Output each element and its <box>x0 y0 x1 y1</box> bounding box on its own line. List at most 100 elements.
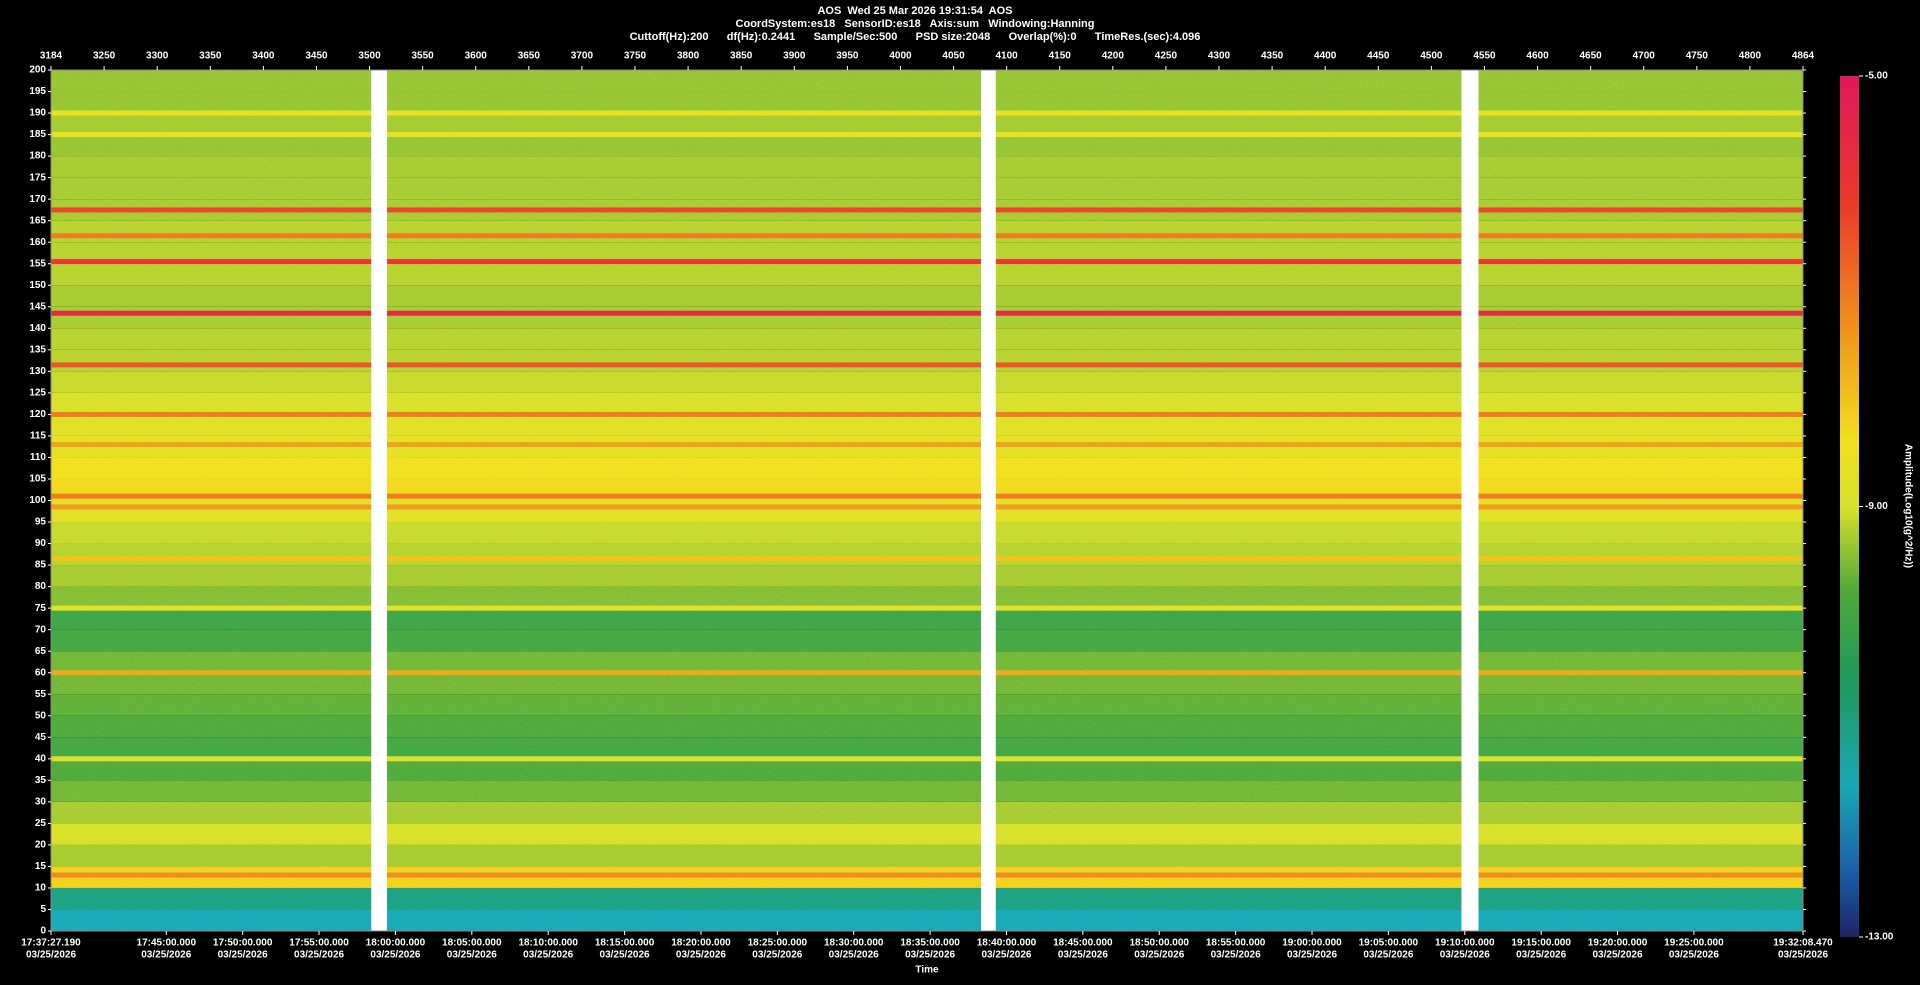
date-tick-label: 03/25/2026 <box>26 950 76 961</box>
top-tick-label: 4100 <box>996 51 1019 62</box>
y-tick-label: 180 <box>29 151 46 162</box>
top-tick-label: 4700 <box>1633 51 1656 62</box>
top-tick-label: 4650 <box>1580 51 1603 62</box>
y-tick-label: 175 <box>29 172 46 183</box>
date-tick-label: 03/25/2026 <box>752 950 802 961</box>
x-axis-label: Time <box>915 965 939 976</box>
top-tick-label: 3600 <box>465 51 488 62</box>
data-gap <box>1461 70 1479 931</box>
date-tick-label: 03/25/2026 <box>981 950 1031 961</box>
colorbar-tick-label: -9.00 <box>1865 501 1888 512</box>
top-tick-label: 4300 <box>1208 51 1231 62</box>
time-tick-label: 18:30:00.000 <box>824 938 884 949</box>
top-tick-label: 3450 <box>305 51 328 62</box>
date-tick-label: 03/25/2026 <box>600 950 650 961</box>
data-gap <box>371 70 388 931</box>
y-tick-label: 125 <box>29 388 46 399</box>
y-tick-label: 30 <box>35 796 47 807</box>
top-tick-label: 3350 <box>199 51 222 62</box>
heatmap <box>51 70 1803 931</box>
y-tick-label: 65 <box>35 646 47 657</box>
y-tick-label: 160 <box>29 237 46 248</box>
date-tick-label: 03/25/2026 <box>1134 950 1184 961</box>
y-tick-label: 145 <box>29 301 46 312</box>
y-tick-label: 190 <box>29 108 46 119</box>
y-tick-label: 165 <box>29 215 46 226</box>
time-tick-label: 18:20:00.000 <box>671 938 731 949</box>
time-tick-label: 18:05:00.000 <box>442 938 502 949</box>
top-tick-label: 4350 <box>1261 51 1284 62</box>
date-tick-label: 03/25/2026 <box>1363 950 1413 961</box>
date-tick-label: 03/25/2026 <box>1211 950 1261 961</box>
date-tick-label: 03/25/2026 <box>1287 950 1337 961</box>
y-tick-label: 155 <box>29 258 46 269</box>
y-tick-label: 85 <box>35 560 47 571</box>
y-tick-label: 40 <box>35 753 47 764</box>
y-tick-label: 135 <box>29 344 46 355</box>
top-tick-label: 4750 <box>1686 51 1709 62</box>
y-tick-label: 0 <box>40 926 46 937</box>
time-tick-label: 18:00:00.000 <box>366 938 426 949</box>
y-tick-label: 60 <box>35 667 47 678</box>
top-tick-label: 4550 <box>1473 51 1496 62</box>
colorbar-tick-label: -5.00 <box>1865 71 1888 82</box>
date-tick-label: 03/25/2026 <box>1669 950 1719 961</box>
date-tick-label: 03/25/2026 <box>1592 950 1642 961</box>
date-tick-label: 03/25/2026 <box>1440 950 1490 961</box>
date-tick-label: 03/25/2026 <box>1516 950 1566 961</box>
y-tick-label: 25 <box>35 818 47 829</box>
time-tick-label: 18:45:00.000 <box>1053 938 1113 949</box>
date-tick-label: 03/25/2026 <box>447 950 497 961</box>
y-tick-label: 100 <box>29 495 46 506</box>
top-tick-label: 4250 <box>1155 51 1178 62</box>
y-tick-label: 10 <box>35 883 47 894</box>
time-tick-label: 17:55:00.000 <box>289 938 349 949</box>
y-tick-label: 90 <box>35 538 47 549</box>
time-tick-label: 18:55:00.000 <box>1206 938 1266 949</box>
top-tick-label: 3250 <box>93 51 116 62</box>
y-tick-label: 170 <box>29 194 46 205</box>
time-tick-label: 19:10:00.000 <box>1435 938 1495 949</box>
top-tick-label: 4600 <box>1526 51 1549 62</box>
y-tick-label: 115 <box>30 431 47 442</box>
y-tick-label: 195 <box>29 86 46 97</box>
date-tick-label: 03/25/2026 <box>218 950 268 961</box>
time-tick-label: 18:10:00.000 <box>518 938 578 949</box>
top-tick-label: 3300 <box>146 51 169 62</box>
time-tick-label: 18:25:00.000 <box>748 938 808 949</box>
y-tick-label: 120 <box>29 409 46 420</box>
colorbar <box>1840 76 1859 937</box>
top-tick-label: 4864 <box>1792 51 1815 62</box>
colorbar-tick-label: -13.00 <box>1865 932 1894 943</box>
y-tick-label: 35 <box>35 775 47 786</box>
title-line: CoordSystem:es18 SensorID:es18 Axis:sum … <box>736 18 1095 30</box>
date-tick-label: 03/25/2026 <box>1058 950 1108 961</box>
y-tick-label: 5 <box>40 904 46 915</box>
time-tick-label: 19:00:00.000 <box>1282 938 1342 949</box>
time-tick-label: 18:15:00.000 <box>595 938 655 949</box>
y-tick-label: 15 <box>35 861 47 872</box>
y-tick-label: 95 <box>35 517 47 528</box>
top-tick-label: 3400 <box>252 51 275 62</box>
top-tick-label: 4450 <box>1367 51 1390 62</box>
time-tick-label: 19:15:00.000 <box>1511 938 1571 949</box>
top-tick-label: 3850 <box>730 51 753 62</box>
top-tick-label: 4150 <box>1049 51 1072 62</box>
time-tick-label: 18:40:00.000 <box>977 938 1037 949</box>
date-tick-label: 03/25/2026 <box>676 950 726 961</box>
time-tick-label: 19:25:00.000 <box>1664 938 1724 949</box>
top-tick-label: 3900 <box>783 51 806 62</box>
y-tick-label: 130 <box>29 366 46 377</box>
y-tick-label: 185 <box>29 129 46 140</box>
y-tick-label: 20 <box>35 840 47 851</box>
colorbar-label: Amplitude(Log10(g^2/Hz)) <box>1902 444 1913 568</box>
y-tick-label: 105 <box>29 474 46 485</box>
top-tick-label: 3750 <box>624 51 647 62</box>
date-tick-label: 03/25/2026 <box>141 950 191 961</box>
y-tick-label: 45 <box>35 732 47 743</box>
y-tick-label: 140 <box>29 323 46 334</box>
time-tick-label: 19:20:00.000 <box>1588 938 1648 949</box>
y-tick-label: 55 <box>35 689 47 700</box>
time-tick-label: 19:32:08.470 <box>1773 938 1833 949</box>
